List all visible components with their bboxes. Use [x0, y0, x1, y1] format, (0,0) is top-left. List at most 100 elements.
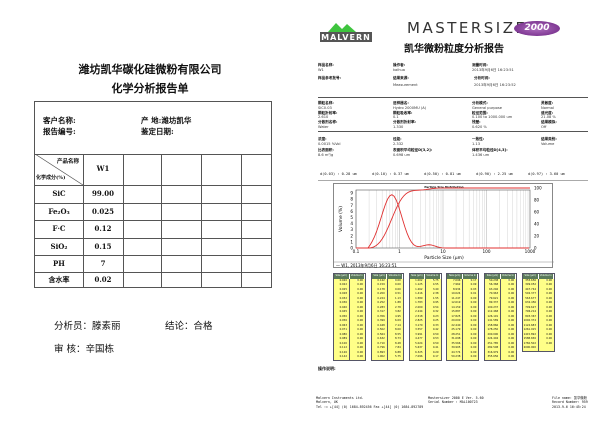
distribution-chart: Particle Size Distribution 0.1 1 10 100 1000 0… — [333, 183, 554, 268]
size-cell: 563.677 — [523, 296, 539, 301]
y2-tick-label: 100 — [534, 186, 542, 191]
size-cell: 25.179 — [447, 328, 464, 333]
component-name: Fe₂O₃ — [48, 206, 70, 216]
size-cell: 282.508 — [485, 346, 502, 351]
size-cell: 0.283 — [372, 305, 388, 310]
size-cell: 4.477 — [410, 337, 426, 342]
info-value: 21.08 % — [541, 115, 556, 119]
info-value: 0.620 % — [472, 124, 487, 129]
volume-cell: 0.00 — [470, 355, 477, 358]
table-row: 563.677 0.00 — [523, 296, 554, 301]
size-cell: 0.200 — [372, 292, 388, 297]
table-row: 3.170 0.33 — [410, 323, 441, 328]
volume-cell: 0.17 — [470, 278, 477, 282]
size-cell: 0.080 — [334, 332, 350, 337]
reviewer: 审 核：辛国栋 — [54, 344, 115, 355]
size-cell: 12.619 — [447, 301, 464, 306]
size-cell: 1588.656 — [523, 337, 539, 342]
table-header: Size (μm) — [447, 274, 463, 279]
size-cell: 224.404 — [485, 337, 502, 342]
size-cell: 5.637 — [410, 346, 426, 351]
size-cell: 7.096 — [447, 278, 464, 283]
component-value: 7 — [100, 258, 106, 268]
volume-cell: 0.00 — [508, 332, 515, 336]
table-row: 0.399 6.09 — [372, 319, 403, 324]
y2-tick-label: 40 — [534, 222, 540, 227]
volume-cell: 0.00 — [357, 337, 363, 340]
customer-label: 客户名称: — [43, 116, 76, 125]
y2-tick-label: 0 — [534, 246, 537, 251]
table-row: 2.244 0.32 — [410, 310, 441, 315]
size-volume-table: Size (μm) Volume In % 0.020 0.00 0.022 0.00 0.… — [333, 273, 366, 361]
table-header: Size (μm) — [485, 274, 501, 279]
y-tick-label: 0 — [350, 246, 353, 251]
table-row: 112.468 0.00 — [485, 310, 516, 315]
percentile-value: d(0.97) : 3.60 um — [528, 172, 565, 176]
volume-cell: 0.00 — [546, 278, 552, 282]
info-label: 浓度: — [318, 137, 327, 141]
volume-cell: 0.00 — [357, 314, 363, 318]
table-row: 6.325 0.29 — [410, 350, 441, 355]
size-cell: 1.002 — [410, 278, 426, 283]
size-cell: 0.142 — [372, 278, 388, 283]
table-row: 10.024 0.01 — [447, 292, 478, 297]
size-cell: 0.022 — [334, 283, 350, 288]
size-cell: 158.866 — [485, 323, 502, 328]
x-tick-label: 1000 — [525, 249, 536, 254]
volume-cell: 0.00 — [508, 350, 515, 354]
size-cell: 1.262 — [410, 287, 426, 292]
volume-cell: 0.00 — [470, 296, 477, 300]
size-cell: 447.744 — [523, 287, 539, 292]
table-row: 632.456 0.00 — [523, 301, 554, 306]
table-row: 2000.000 — [523, 346, 554, 351]
volume-cell: 0.00 — [470, 314, 477, 318]
info-value: 8.6 m²/g — [318, 152, 334, 157]
footer-left: Malvern Instruments Ltd. Malvern, UK Tel :… — [316, 396, 424, 409]
size-cell: 2.244 — [410, 310, 426, 315]
table-row: 126.191 0.00 — [485, 314, 516, 319]
percentile-value: d(0.10) : 0.37 um — [372, 172, 409, 176]
table-row: 1261.915 0.00 — [523, 328, 554, 333]
size-cell: 6.325 — [410, 350, 426, 355]
info-value: kaihua — [393, 67, 405, 72]
size-volume-table: Size (μm) Volume In % 50.238 0.00 56.368 0.00… — [484, 273, 518, 361]
table-header: Volume In % — [425, 274, 441, 282]
size-cell: 0.502 — [372, 328, 388, 333]
info-label: 颗粒名称: — [318, 101, 334, 105]
table-row: 1782.502 0.00 — [523, 341, 554, 346]
table-row: 141.589 0.00 — [485, 319, 516, 324]
volume-cell: 8.00 — [395, 328, 401, 331]
footer-right: File name: 凯华微粉 Record Number: 959 2013-9-… — [552, 396, 588, 409]
size-cell: 0.063 — [334, 323, 350, 328]
size-cell: 2.000 — [410, 305, 426, 310]
info-label: 进样器名: — [393, 101, 409, 105]
table-row: 251.785 0.00 — [485, 341, 516, 346]
x-tick-label: 0.1 — [353, 249, 360, 254]
component-value: 0.15 — [94, 241, 112, 251]
volume-cell: 0.00 — [546, 283, 552, 286]
volume-cell: 7.14 — [395, 323, 401, 327]
report-title: 凯华微粉粒度分析报告 — [404, 44, 504, 55]
table-row: 0.020 0.00 — [334, 278, 365, 283]
info-label: 体积平均粒径D[4,3]: — [472, 148, 508, 152]
table-row: 355.656 0.00 — [523, 278, 554, 283]
info-label: 分析模式: — [472, 101, 488, 105]
table-row: 1.002 5.75 — [410, 278, 441, 283]
volume-cell: 0.00 — [508, 337, 515, 340]
size-cell: 0.399 — [372, 319, 388, 324]
volume-cell: 0.00 — [508, 305, 515, 309]
volume-cell: 7.84 — [395, 346, 401, 349]
table-row: 502.377 0.00 — [523, 292, 554, 297]
info-label: 一致性: — [472, 137, 485, 141]
size-cell: 1.416 — [410, 292, 426, 297]
table-row: 0.063 0.00 — [334, 323, 365, 328]
size-cell: 11.247 — [447, 296, 464, 301]
volume-cell: 6.88 — [395, 350, 401, 354]
info-value: Measurement — [393, 83, 418, 87]
table-row: 0.159 0.00 — [372, 283, 403, 288]
size-cell: 7.096 — [410, 355, 426, 360]
y-tick-label: 8 — [350, 197, 353, 202]
table-row: 0.050 0.00 — [334, 314, 365, 319]
info-label: 残差: — [472, 120, 481, 124]
volume-cell: 0.00 — [470, 341, 477, 345]
